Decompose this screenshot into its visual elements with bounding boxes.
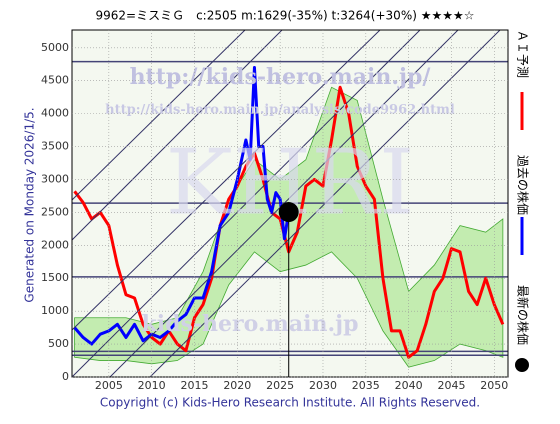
watermark: http://kids-hero.main.jp/analysis/code99… (105, 103, 455, 118)
side-note: Generated on Monday 2026/1/5. (23, 107, 37, 302)
watermark: http://kids-hero.main.jp/ (130, 64, 432, 90)
watermark: kids-hero.main.jp (142, 311, 359, 337)
legend-swatch (515, 358, 529, 372)
x-tick-label: 2035 (352, 379, 380, 392)
y-tick-label: 4500 (41, 74, 69, 87)
plot-frame (71, 29, 509, 378)
legend-label: 過去の株価 (516, 155, 531, 215)
y-tick-label: 2500 (41, 205, 69, 218)
y-tick-label: 5000 (41, 41, 69, 54)
x-tick-label: 2010 (138, 379, 166, 392)
y-tick-label: 1000 (41, 304, 69, 317)
latest-price (278, 202, 299, 223)
chart-title: 9962=ミスミＧ c:2505 m:1629(-35%) t:3264(+30… (95, 9, 474, 23)
y-tick-label: 0 (62, 370, 69, 383)
x-tick-label: 2015 (180, 379, 208, 392)
y-tick-label: 1500 (41, 271, 69, 284)
x-tick-label: 2045 (437, 379, 465, 392)
legend-label: 最新の株価 (516, 285, 531, 345)
y-tick-label: 3000 (41, 172, 69, 185)
x-tick-label: 2050 (480, 379, 508, 392)
footer: Copyright (c) Kids-Hero Research Institu… (100, 396, 480, 410)
x-tick-label: 2040 (395, 379, 423, 392)
x-tick-label: 2005 (95, 379, 123, 392)
y-tick-label: 4000 (41, 107, 69, 120)
x-tick-label: 2020 (223, 379, 251, 392)
x-tick-label: 2030 (309, 379, 337, 392)
y-tick-label: 500 (48, 337, 69, 350)
legend-label: ＡＩ予測 (516, 30, 530, 78)
y-tick-label: 3500 (41, 140, 69, 153)
y-tick-label: 2000 (41, 238, 69, 251)
series-line (73, 66, 291, 346)
x-tick-label: 2025 (266, 379, 294, 392)
